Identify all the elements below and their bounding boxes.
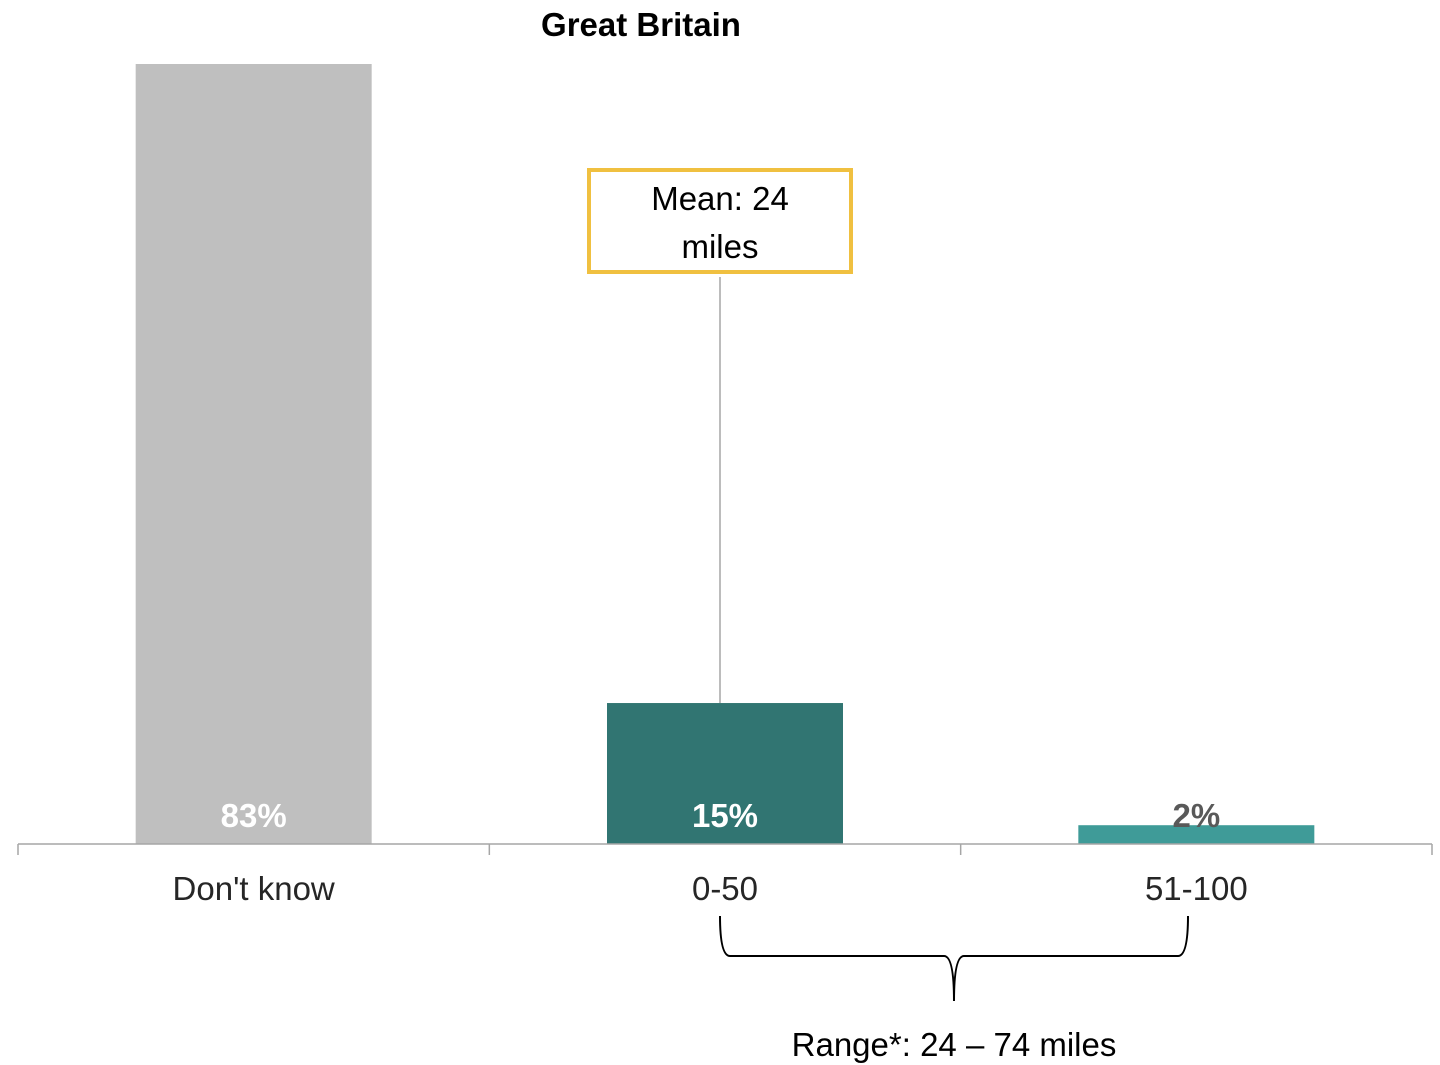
tick-label-don-t-know: Don't know (173, 870, 335, 907)
tick-label-0-50: 0-50 (692, 870, 758, 907)
value-label-don-t-know: 83% (221, 797, 287, 834)
x-axis-tick-labels: Don't know 0-50 51-100 (173, 870, 1248, 907)
x-axis-ticks (17, 844, 1433, 855)
mean-callout-line1: Mean: 24 (651, 180, 789, 217)
value-label-0-50: 15% (692, 797, 758, 834)
value-labels-group: 83% 15% 2% (221, 797, 1221, 834)
tick-label-51-100: 51-100 (1145, 870, 1248, 907)
mean-callout-box (587, 168, 853, 274)
bar-don-t-know (135, 64, 372, 844)
range-brace (719, 915, 1189, 1002)
bar-51-100 (1078, 825, 1315, 844)
mean-callout-line2: miles (681, 228, 758, 265)
range-label: Range*: 24 – 74 miles (792, 1026, 1117, 1063)
chart-title: Great Britain (541, 6, 741, 43)
bar-0-50 (607, 703, 843, 844)
value-label-51-100: 2% (1172, 797, 1220, 834)
bars-group (135, 64, 1315, 844)
